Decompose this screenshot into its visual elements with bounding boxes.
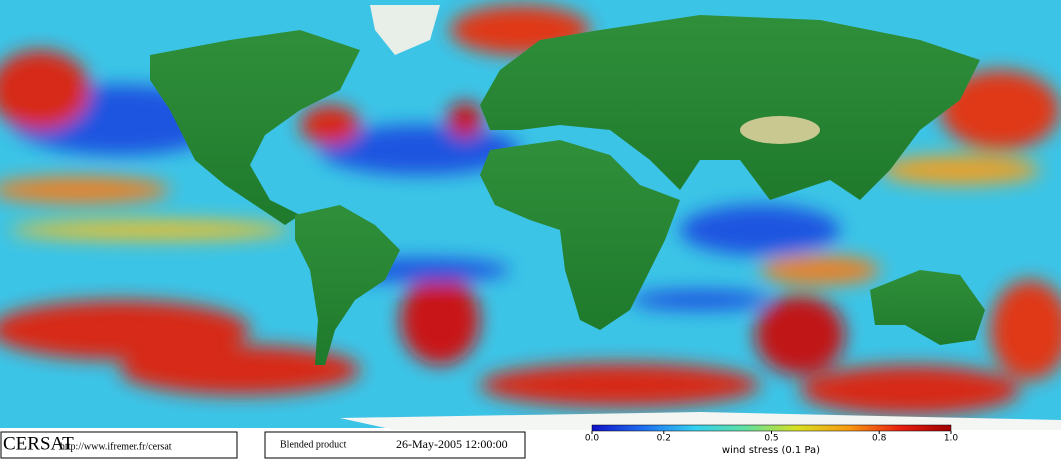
colorbar-tick-label: 0.5 (764, 434, 778, 444)
timestamp: 26-May-2005 12:00:00 (396, 437, 508, 451)
colorbar-gradient (591, 424, 952, 432)
logo: CERSAT (3, 433, 74, 454)
greenland (370, 5, 440, 55)
africa (480, 140, 680, 330)
colorbar-tick-label: 0.0 (585, 434, 600, 444)
colorbar: wind stress (0.1 Pa) 0.0 0.2 0.5 0.8 1.0 (585, 424, 959, 456)
tibet-plateau (740, 116, 820, 144)
footer: CERSAT http://www.ifremer.fr/cersat Blen… (0, 430, 1061, 462)
south-america (295, 205, 400, 365)
url: http://www.ifremer.fr/cersat (60, 441, 172, 452)
product: Blended product (280, 439, 347, 450)
north-america (150, 30, 360, 225)
colorbar-tick-label: 0.2 (657, 434, 671, 444)
logo-box (0, 431, 238, 459)
australia (870, 270, 985, 345)
colorbar-label: wind stress (0.1 Pa) (722, 445, 820, 456)
eurasia (480, 15, 980, 200)
colorbar-tick-label: 1.0 (944, 434, 959, 444)
product-box (264, 431, 526, 459)
colorbar-tick-label: 0.8 (872, 434, 887, 444)
